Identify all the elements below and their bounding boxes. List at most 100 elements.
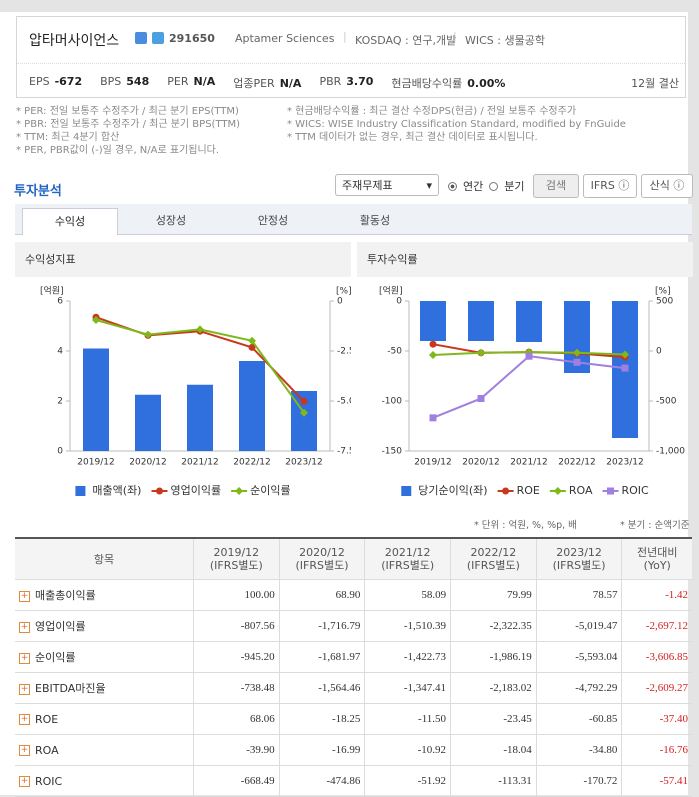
header-text: (IFRS별도)	[466, 559, 520, 572]
wics: WICS : 생물공학	[465, 34, 545, 47]
ifrs-label: IFRS	[590, 179, 615, 192]
column-header: 항목	[15, 538, 194, 580]
note-line: * PER, PBR값이 (-)일 경우, N/A로 표기됩니다.	[16, 145, 220, 156]
expand-icon[interactable]: +	[19, 776, 30, 787]
metric: BPS 548	[100, 75, 149, 91]
line-marker	[196, 325, 204, 334]
row-label-cell: + ROIC	[15, 765, 194, 797]
x-tick-label: 2022/12	[233, 458, 270, 468]
table-row: + 영업이익률 -807.56 -1,716.79 -1,510.39 -2,322.35…	[15, 610, 692, 642]
value-cell: -1,716.79	[278, 610, 365, 642]
header-text: 2020/12	[299, 546, 345, 559]
line-marker	[621, 364, 629, 372]
expand-icon[interactable]: +	[19, 652, 30, 664]
value-cell: -4,792.29	[535, 672, 622, 704]
line-marker	[573, 358, 581, 366]
y-axis-label: [억원]	[40, 285, 64, 297]
metric: EPS -672	[29, 75, 82, 91]
metric-label: BPS	[100, 75, 122, 88]
value-cell: -738.48	[193, 672, 280, 704]
statement-select[interactable]: 주재무제표 ▾	[335, 174, 439, 196]
header-text: (IFRS별도)	[209, 559, 263, 572]
tab[interactable]: 성장성	[155, 214, 187, 227]
legend-swatch	[401, 486, 412, 496]
legend-swatch	[235, 487, 244, 495]
separator: |	[343, 30, 347, 43]
line-marker	[300, 408, 308, 417]
value-cell: -18.25	[278, 703, 365, 735]
value-cell: -5,019.47	[535, 610, 622, 642]
row-label: ROA	[35, 743, 59, 757]
legend-item: ROA	[549, 484, 593, 497]
column-header: 2021/12 (IFRS별도)	[364, 538, 451, 580]
radio-label: 분기	[504, 180, 525, 193]
tab[interactable]: 활동성	[359, 214, 391, 227]
home-icon[interactable]	[135, 32, 147, 44]
x-tick-label: 2022/12	[558, 458, 595, 468]
expand-icon[interactable]: +	[19, 590, 30, 602]
expand-icon[interactable]: +	[19, 621, 30, 633]
value-cell: -1,422.73	[364, 641, 451, 673]
metrics: EPS -672 BPS 548 PER N/A 업종PER N/A PBR 3.70 현금배당수익…	[29, 75, 505, 91]
search-button[interactable]: 검색	[533, 174, 579, 198]
row-label-cell: + 순이익률	[15, 641, 194, 673]
radio[interactable]	[448, 181, 457, 191]
row-label: 순이익률	[35, 651, 76, 664]
formula-button[interactable]: 산식 ⓘ	[641, 174, 693, 198]
legend-swatch	[155, 487, 163, 495]
value-cell: -474.86	[278, 765, 365, 797]
x-tick-label: 2020/12	[129, 458, 166, 468]
header-text: 2019/12	[213, 546, 260, 559]
expand-icon[interactable]: +	[19, 714, 30, 725]
line-marker	[573, 348, 581, 357]
expand-icon[interactable]: +	[19, 745, 30, 756]
value-cell: -5,593.04	[535, 641, 622, 673]
x-tick-label: 2021/12	[510, 458, 547, 468]
line-marker	[429, 414, 437, 422]
header-text: 2023/12	[556, 546, 602, 559]
x-tick-label: 2019/12	[77, 458, 114, 468]
notes-right: * 현금배당수익률 : 최근 결산 수정DPS(현금) / 전일 보통주 수정주…	[287, 105, 626, 144]
legend-item: 당기순이익(좌)	[401, 484, 488, 497]
value-cell: -2,183.02	[450, 672, 537, 704]
value-cell: -3,606.85	[621, 641, 692, 673]
value-cell: -2,609.27	[621, 672, 692, 704]
x-tick-label: 2023/12	[285, 458, 322, 468]
formula-label: 산식	[649, 179, 670, 192]
legend-label: ROIC	[621, 484, 649, 497]
header-row: 항목 2019/12 (IFRS별도) 2020/12 (IFRS별도) 2021/12(…	[15, 538, 692, 580]
table-row: + 순이익률 -945.20 -1,681.97 -1,422.73 -1,986.19-…	[15, 641, 692, 673]
tab[interactable]: 수익성	[22, 208, 118, 235]
row-label: 영업이익률	[35, 620, 86, 633]
line-marker	[248, 336, 256, 345]
tick-label: -100	[382, 397, 403, 407]
tick-label: -500	[656, 397, 677, 407]
radio[interactable]	[489, 181, 499, 191]
tab[interactable]: 안정성	[257, 214, 289, 227]
metric-value: N/A	[193, 75, 216, 88]
table-row: + 매출총이익률 100.00 68.90 58.09 79.99 78.57 -1.42	[15, 579, 692, 611]
line-marker	[525, 352, 533, 360]
value-cell: -10.92	[364, 734, 451, 766]
tick-label: -1,000	[656, 447, 685, 457]
line-marker	[92, 316, 100, 324]
company-header: 압타머사이언스 291650 Aptamer Sciences | KOSDAQ…	[16, 16, 686, 98]
x-tick-label: 2019/12	[414, 458, 451, 468]
tick-label: 0	[656, 347, 662, 357]
row-label-cell: + ROA	[15, 734, 194, 766]
chart-title: 수익성지표	[25, 253, 76, 266]
note-line: * TTM: 최근 4분기 합산	[16, 132, 120, 143]
expand-icon[interactable]: +	[19, 683, 30, 695]
metric: PBR 3.70	[319, 75, 373, 91]
metric-value: 0.00%	[467, 77, 506, 90]
table-row: + ROE 68.06 -18.25 -11.50 -23.45 -60.85 -37.40	[15, 703, 692, 735]
metric-label: 업종PER	[233, 77, 275, 90]
header-text: 항목	[93, 552, 115, 566]
info-icon[interactable]	[152, 32, 164, 44]
header-text: (YoY)	[643, 559, 671, 572]
value-cell: -39.90	[193, 734, 280, 766]
ifrs-button[interactable]: IFRS ⓘ	[583, 174, 637, 198]
value-cell: -57.41	[621, 765, 692, 797]
legend-label: ROE	[517, 484, 540, 497]
metric: 현금배당수익률 0.00%	[391, 75, 505, 91]
